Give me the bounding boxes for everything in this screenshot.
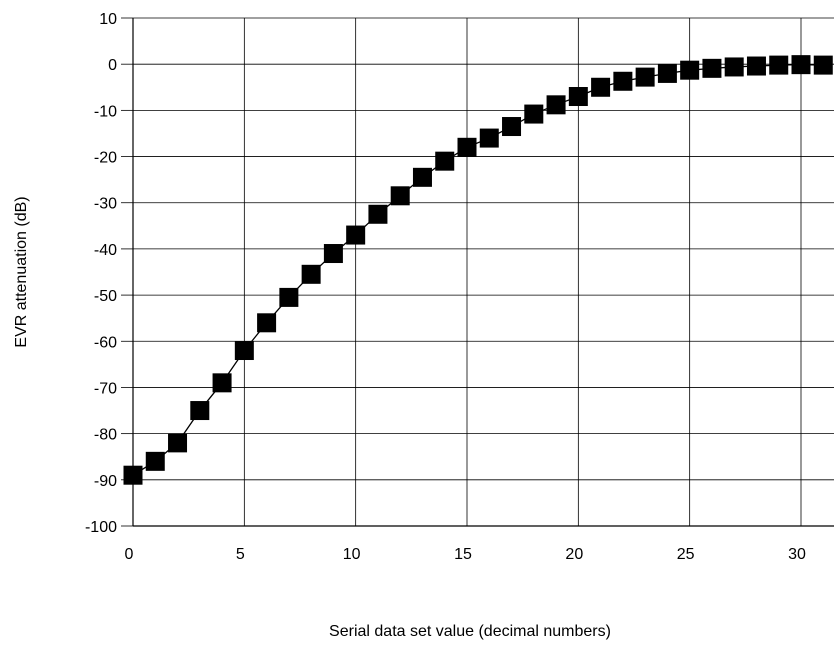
data-point [546,95,566,115]
data-point [724,57,744,77]
data-point [502,117,522,137]
data-point [412,167,432,187]
data-point [702,58,722,78]
y-axis-ticks: 10 0 -10 -20 -30 -40 -50 -60 -70 -80 -90 -100 [85,11,133,536]
data-point [613,71,633,91]
data-point [301,264,321,284]
data-point [234,341,254,361]
x-tick-label: 15 [454,546,472,563]
data-point [769,55,789,75]
data-point [279,287,299,307]
y-tick-label: 0 [108,57,117,74]
x-tick-label: 30 [788,546,806,563]
data-point [346,225,366,245]
data-point [368,204,388,224]
data-point [145,451,165,471]
data-point [568,87,588,107]
data-point [591,77,611,97]
data-point [323,244,343,264]
data-point [190,401,210,421]
y-tick-label: -40 [94,242,117,259]
data-point [524,104,544,124]
x-tick-label: 20 [565,546,583,563]
y-tick-label: -30 [94,196,117,213]
y-axis-title: EVR attenuation (dB) [13,196,30,347]
x-tick-label: 25 [677,546,695,563]
data-point [123,465,143,485]
x-tick-label: 5 [236,546,245,563]
data-point [657,63,677,83]
data-point [257,313,277,333]
data-point [479,128,499,148]
data-point [457,137,477,157]
plot-frame [132,18,834,527]
x-axis-ticks: 0 5 10 15 20 25 30 [125,546,806,563]
data-point [390,186,410,206]
data-point [212,373,232,393]
grid [133,17,834,527]
data-point [791,55,811,75]
data-point [813,55,833,75]
y-tick-label: -100 [85,519,117,536]
series [123,55,833,485]
data-point [680,60,700,80]
y-tick-label: -90 [94,473,117,490]
y-tick-label: -70 [94,380,117,397]
y-tick-label: -60 [94,334,117,351]
y-tick-label: -10 [94,103,117,120]
data-point [168,433,188,453]
data-point [635,67,655,87]
y-tick-label: 10 [99,11,117,28]
data-point [746,56,766,76]
x-axis-title: Serial data set value (decimal numbers) [329,623,611,640]
y-tick-label: -80 [94,427,117,444]
y-tick-label: -50 [94,288,117,305]
series-line [132,63,824,476]
x-tick-label: 0 [125,546,134,563]
data-point [435,151,455,171]
x-tick-label: 10 [343,546,361,563]
y-tick-label: -20 [94,150,117,167]
